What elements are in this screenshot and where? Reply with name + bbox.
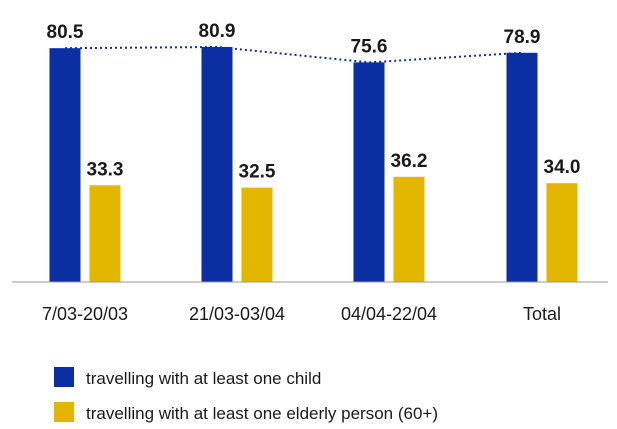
value-label-elderly-2: 36.2 [391, 151, 428, 172]
legend-swatch-elderly [54, 402, 74, 422]
bar-child-3 [506, 52, 538, 282]
value-labels-group: 80.5 80.9 75.6 78.9 33.3 32.5 36.2 34.0 [47, 21, 581, 183]
legend: travelling with at least one child trave… [54, 367, 438, 423]
x-tick-labels-group: 7/03-20/03 21/03-03/04 04/04-22/04 Total [42, 304, 561, 324]
bar-child-1 [201, 47, 233, 282]
bar-child-2 [353, 62, 385, 283]
value-label-child-1: 80.9 [199, 21, 236, 42]
value-label-elderly-3: 34.0 [544, 157, 581, 178]
value-label-child-3: 78.9 [504, 27, 541, 48]
x-tick-label-0: 7/03-20/03 [42, 304, 128, 324]
legend-swatch-child [54, 367, 74, 387]
legend-label-child: travelling with at least one child [86, 369, 321, 388]
value-label-child-2: 75.6 [351, 36, 388, 57]
value-label-elderly-0: 33.3 [87, 159, 124, 180]
bar-elderly-0 [89, 185, 121, 282]
bar-elderly-1 [241, 187, 273, 282]
x-tick-label-1: 21/03-03/04 [189, 304, 285, 324]
legend-label-elderly: travelling with at least one elderly per… [86, 404, 438, 423]
trend-line [64, 45, 523, 64]
x-tick-label-3: Total [523, 304, 561, 324]
value-label-elderly-1: 32.5 [239, 162, 276, 183]
bar-elderly-3 [546, 183, 578, 282]
bar-elderly-2 [393, 176, 425, 282]
value-label-child-0: 80.5 [47, 22, 84, 43]
bar-child-0 [49, 48, 81, 283]
x-tick-label-2: 04/04-22/04 [341, 304, 437, 324]
bars-group [49, 47, 578, 283]
